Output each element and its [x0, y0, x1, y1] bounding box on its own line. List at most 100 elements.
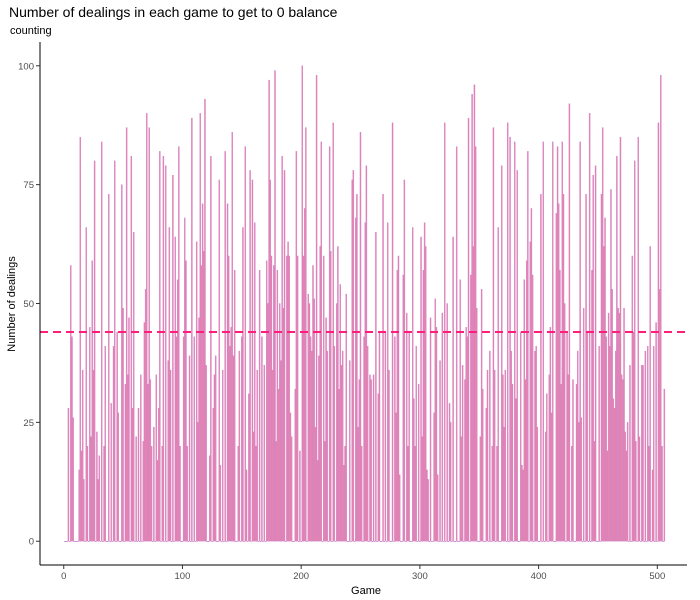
- bar: [131, 407, 134, 542]
- bar: [442, 541, 445, 542]
- bar: [634, 160, 636, 542]
- bar: [252, 431, 255, 542]
- bar: [175, 336, 178, 542]
- bar: [135, 436, 137, 542]
- bar: [503, 426, 505, 542]
- bar: [579, 141, 581, 542]
- bar: [596, 541, 598, 542]
- bar: [653, 346, 655, 542]
- bar: [174, 236, 176, 542]
- bar: [195, 241, 198, 542]
- bar: [231, 132, 233, 542]
- bar: [478, 541, 480, 542]
- bar: [365, 165, 368, 542]
- bar: [375, 232, 377, 542]
- bar: [225, 541, 228, 542]
- bar: [77, 541, 79, 542]
- bar: [451, 541, 453, 542]
- bar: [499, 541, 502, 542]
- bar: [263, 365, 266, 542]
- bar: [446, 303, 448, 542]
- bar: [393, 541, 395, 542]
- bar: [344, 445, 346, 542]
- bar: [573, 541, 575, 542]
- bar: [258, 270, 261, 542]
- bar: [555, 213, 558, 542]
- bar: [224, 151, 226, 542]
- bar: [83, 479, 85, 542]
- bar: [632, 331, 635, 542]
- bar: [251, 179, 254, 542]
- bar: [229, 346, 231, 542]
- bar: [572, 379, 574, 542]
- bar: [543, 541, 546, 542]
- bar: [568, 103, 571, 542]
- bar: [68, 541, 71, 542]
- bar: [522, 469, 524, 542]
- bar: [593, 441, 596, 542]
- bar: [303, 208, 306, 542]
- bar: [612, 398, 615, 542]
- bar: [535, 346, 537, 542]
- bar: [74, 541, 77, 542]
- bar: [203, 251, 205, 542]
- bar: [152, 541, 154, 542]
- bar: [414, 445, 416, 542]
- bar: [275, 441, 277, 542]
- bar: [160, 541, 162, 542]
- bar: [571, 445, 573, 542]
- bar: [402, 274, 404, 542]
- bar: [374, 541, 376, 542]
- bar: [636, 541, 638, 542]
- bar: [590, 541, 592, 542]
- bar: [142, 441, 144, 542]
- bar: [233, 270, 236, 542]
- bar: [114, 160, 116, 542]
- bar: [333, 346, 336, 542]
- bar: [613, 407, 616, 542]
- bar: [93, 160, 96, 542]
- bar: [133, 232, 135, 542]
- bar: [445, 541, 447, 542]
- bar: [204, 98, 206, 542]
- bar: [166, 541, 168, 542]
- bar: [199, 113, 201, 542]
- bar: [517, 541, 520, 542]
- bar: [238, 350, 241, 542]
- x-axis-ticks: 0 100 200 300 400 500: [61, 565, 665, 582]
- bar: [531, 274, 534, 542]
- bar: [159, 151, 161, 542]
- bar: [585, 193, 587, 542]
- bar: [305, 127, 307, 542]
- bar: [574, 541, 577, 542]
- bar: [620, 374, 623, 542]
- bar: [207, 541, 210, 542]
- bar: [350, 541, 352, 542]
- bar: [302, 255, 305, 542]
- bar: [550, 412, 553, 542]
- bar: [537, 541, 540, 542]
- bar: [502, 374, 504, 542]
- bar: [200, 265, 203, 542]
- bar: [161, 445, 163, 542]
- bar: [136, 541, 138, 542]
- bar: [358, 379, 360, 542]
- bar: [643, 541, 645, 542]
- bar: [150, 445, 153, 542]
- bar: [78, 469, 80, 542]
- bar: [124, 384, 127, 542]
- bar: [460, 436, 463, 542]
- bar: [79, 136, 82, 542]
- bar: [286, 255, 288, 542]
- bar: [108, 193, 110, 542]
- bar: [398, 474, 401, 542]
- bar: [495, 541, 497, 542]
- bar: [591, 270, 593, 542]
- bar: [339, 284, 342, 542]
- bar: [92, 369, 95, 542]
- bar: [100, 141, 103, 542]
- bar: [315, 75, 318, 542]
- bar: [270, 255, 273, 542]
- bar: [601, 127, 604, 542]
